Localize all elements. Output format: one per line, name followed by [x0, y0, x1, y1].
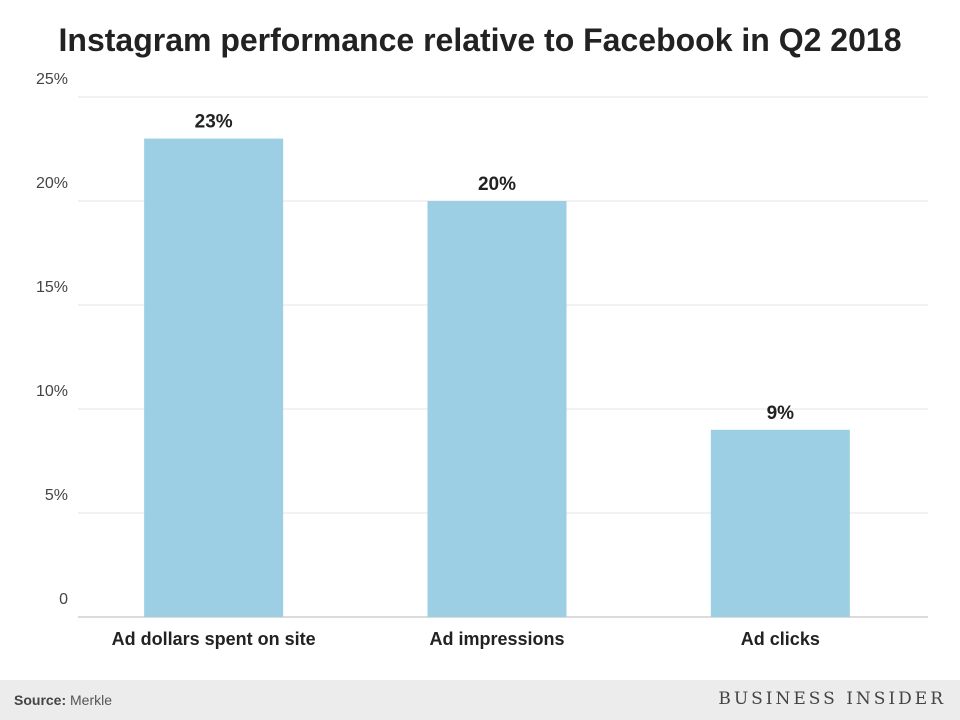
bar-1 — [427, 201, 567, 617]
footer: Source: Merkle BUSINESS INSIDER — [0, 680, 960, 720]
bar-2 — [710, 429, 850, 617]
y-tick-label: 20% — [36, 175, 68, 192]
x-tick-label: Ad clicks — [741, 629, 820, 649]
data-labels: 23% 20% 9% — [195, 112, 795, 424]
chart-title: Instagram performance relative to Facebo… — [58, 22, 902, 58]
x-tick-label: Ad impressions — [429, 629, 564, 649]
y-tick-label: 5% — [45, 487, 68, 504]
brand-logo: BUSINESS INSIDER — [718, 689, 946, 709]
x-axis-ticks: Ad dollars spent on site Ad impressions Ad… — [112, 629, 820, 649]
data-label: 9% — [767, 403, 795, 424]
y-tick-label: 0 — [59, 591, 68, 608]
source-label: Source: — [14, 692, 67, 708]
y-tick-label: 15% — [36, 279, 68, 296]
y-tick-label: 25% — [36, 71, 68, 88]
bars — [144, 138, 850, 617]
source-note: Source: Merkle — [14, 692, 112, 708]
data-label: 23% — [195, 112, 233, 133]
bar-0 — [144, 138, 284, 617]
y-tick-label: 10% — [36, 383, 68, 400]
data-label: 20% — [478, 174, 516, 195]
bar-chart: 0 5% 10% 15% 20% 25% 23% 20% 9% Ad dollars spen… — [36, 71, 928, 649]
x-tick-label: Ad dollars spent on site — [112, 629, 316, 649]
source-value: Merkle — [70, 692, 113, 708]
y-axis-ticks: 0 5% 10% 15% 20% 25% — [36, 71, 68, 608]
